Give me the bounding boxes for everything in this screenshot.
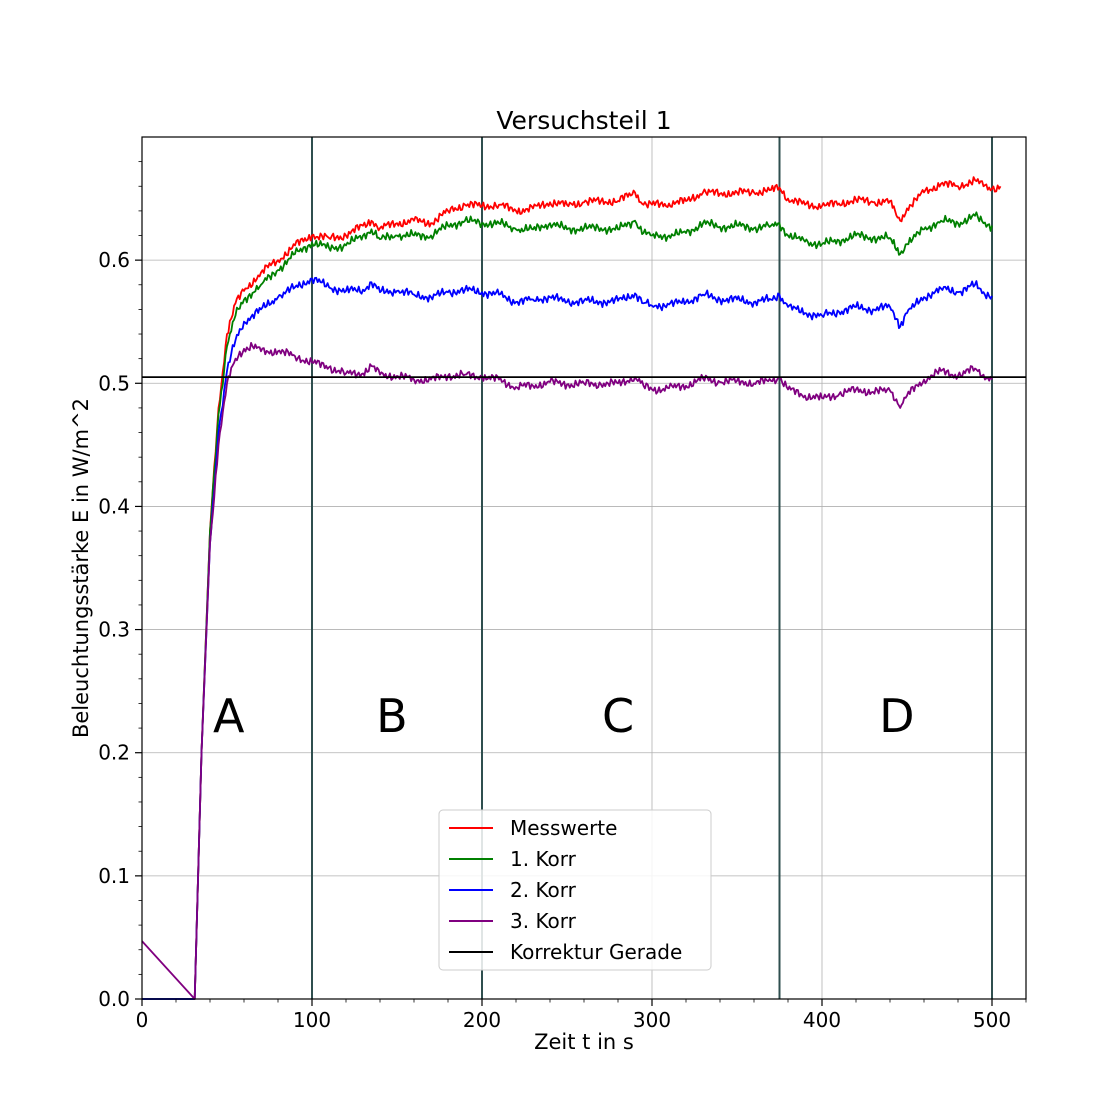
series-line-1: [142, 176, 1002, 1000]
legend-label: 1. Korr: [510, 847, 577, 871]
y-tick-label: 0.4: [98, 494, 130, 518]
x-axis-label: Zeit t in s: [534, 1030, 634, 1054]
series-layer: [141, 176, 1002, 1000]
legend-label: Korrektur Gerade: [510, 940, 682, 964]
region-label-c: C: [602, 689, 634, 743]
y-tick-label: 0.0: [98, 987, 130, 1011]
x-tick-label: 500: [973, 1008, 1011, 1032]
legend-label: Messwerte: [510, 816, 617, 840]
x-tick-label: 0: [136, 1008, 149, 1032]
y-tick-label: 0.3: [98, 618, 130, 642]
y-tick-label: 0.1: [98, 864, 130, 888]
region-label-b: B: [376, 689, 408, 743]
legend-box: [438, 809, 712, 971]
legend: Messwerte 1. Korr 2. Korr 3. Korr Korrektur …: [438, 809, 712, 971]
region-label-d: D: [879, 689, 914, 743]
chart-title: Versuchsteil 1: [496, 106, 671, 135]
series-line-4: [141, 342, 993, 1000]
x-tick-label: 300: [633, 1008, 671, 1032]
y-tick-label: 0.2: [98, 741, 130, 765]
x-tick-label: 200: [463, 1008, 501, 1032]
region-label-a: A: [213, 689, 245, 743]
series-line-3: [142, 276, 993, 1000]
x-tick-label: 400: [803, 1008, 841, 1032]
legend-label: 2. Korr: [510, 878, 577, 902]
series-line-2: [142, 211, 993, 1000]
ticks: 0 100 200 300 400 500 0.0 0.1 0.2 0.3 0.4 0.5 0.6: [98, 161, 1027, 1032]
y-tick-label: 0.5: [98, 371, 130, 395]
y-axis-label: Beleuchtungsstärke E in W/m^2: [69, 398, 93, 738]
y-tick-label: 0.6: [98, 248, 130, 272]
legend-label: 3. Korr: [510, 909, 577, 933]
region-labels: A B C D: [213, 689, 915, 743]
x-tick-label: 100: [293, 1008, 331, 1032]
